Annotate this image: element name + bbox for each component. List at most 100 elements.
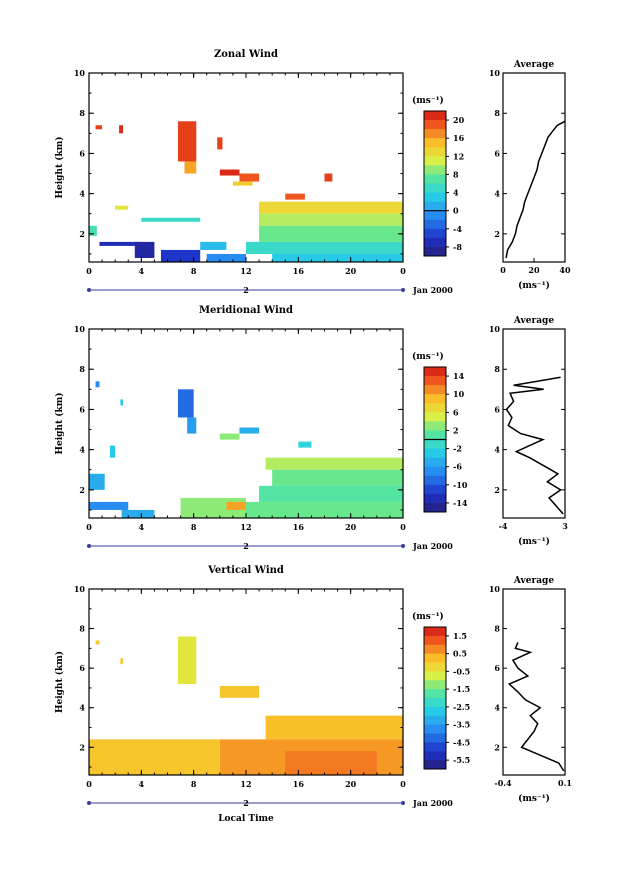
x-tick-label: 20 [345,779,357,789]
date-label: Jan 2000 [412,285,453,295]
day-bar-end [401,801,405,805]
day-label: 2 [243,285,249,295]
x-tick-label: 8 [191,266,197,276]
x-tick-label: 20 [345,266,357,276]
y-tick-label: 10 [74,324,86,334]
avg-x-tick-label: 3 [562,521,568,531]
avg-y-tick-label: 6 [494,148,500,158]
x-tick-label: 8 [191,779,197,789]
x-tick-label: 16 [293,779,305,789]
heat-cell [232,181,253,186]
colorbar-swatch [424,129,446,139]
panel-title: Vertical Wind [207,565,284,576]
colorbar-swatch [424,201,446,212]
x-tick-label: 12 [240,779,251,789]
day-bar-start [87,801,91,805]
panel-title: Meridional Wind [199,305,293,316]
heat-cell [265,715,403,740]
colorbar-swatch [424,174,446,184]
avg-y-tick-label: 8 [494,624,500,634]
x-tick-label: 4 [139,266,145,276]
colorbar-tick-label: -4 [453,224,462,234]
heat-cell [246,501,403,518]
y-axis-label: Height (km) [54,651,65,713]
avg-y-tick-label: 4 [494,189,500,199]
average-frame [502,72,566,263]
colorbar-tick-label: -1.5 [453,684,470,694]
average-profile-line [505,120,566,259]
y-tick-label: 6 [79,404,85,414]
heat-cell [259,225,403,242]
average-frame [502,588,566,776]
average-x-label: (ms⁻¹) [518,280,550,291]
colorbar-tick-label: -8 [453,242,462,252]
heat-cell [272,469,403,486]
average-frame [502,328,566,519]
x-tick-label: 0 [86,779,92,789]
heat-cell [120,658,124,665]
heat-cell [115,205,129,210]
avg-y-tick-label: 2 [494,229,500,239]
heat-cell [95,381,100,388]
x-tick-label: 4 [139,779,145,789]
heat-cell [95,640,100,645]
y-tick-label: 8 [79,624,85,634]
avg-y-tick-label: 10 [489,324,501,334]
avg-y-tick-label: 6 [494,404,500,414]
y-tick-label: 8 [79,364,85,374]
x-tick-label: 0 [400,779,406,789]
heat-cell [200,241,227,250]
colorbar-tick-label: -14 [453,498,468,508]
y-tick-label: 6 [79,148,85,158]
x-tick-label: 0 [400,522,406,532]
heat-cell [119,125,124,134]
heat-cell [89,739,220,775]
heat-cell [177,121,197,162]
heat-cell [89,473,105,490]
colorbar-swatch [424,111,446,121]
colorbar-swatch [424,457,446,468]
y-tick-label: 2 [79,485,85,495]
heat-cell [121,509,155,518]
colorbar-swatch [424,165,446,175]
heat-cell [109,445,116,458]
colorbar-swatch [424,635,446,646]
heat-cell [259,213,403,226]
average-x-label: (ms⁻¹) [518,793,550,804]
avg-y-tick-label: 8 [494,364,500,374]
heat-cell [324,173,333,182]
heat-cell [99,241,142,246]
x-tick-label: 16 [293,266,305,276]
x-tick-label: 16 [293,522,305,532]
heat-cell [265,457,403,470]
colorbar-swatch [424,120,446,130]
day-label: 2 [243,798,249,808]
day-bar-start [87,544,91,548]
y-tick-label: 4 [79,703,85,713]
colorbar-swatch [424,742,446,752]
avg-x-tick-label: -0.4 [494,778,512,788]
heat-cell [226,501,246,510]
colorbar-swatch [424,751,446,761]
colorbar-swatch [424,367,446,377]
heat-cell [177,636,197,684]
avg-x-tick-label: -4 [499,521,508,531]
colorbar-swatch [424,715,446,726]
x-tick-label: 0 [86,522,92,532]
colorbar-swatch [424,502,446,513]
colorbar-tick-label: -4.5 [453,737,470,747]
colorbar-swatch [424,733,446,743]
average-title: Average [513,316,554,326]
unit-label: (ms⁻¹) [412,95,444,106]
colorbar-frame [423,110,447,257]
heat-cell [89,225,97,236]
heat-cell [160,249,201,262]
avg-y-tick-label: 2 [494,485,500,495]
x-tick-label: 0 [400,266,406,276]
colorbar-tick-label: 10 [453,389,465,399]
colorbar-swatch [424,210,446,221]
colorbar-tick-label: 20 [453,115,465,125]
average-profile-line [507,642,565,772]
average-title: Average [513,576,554,586]
